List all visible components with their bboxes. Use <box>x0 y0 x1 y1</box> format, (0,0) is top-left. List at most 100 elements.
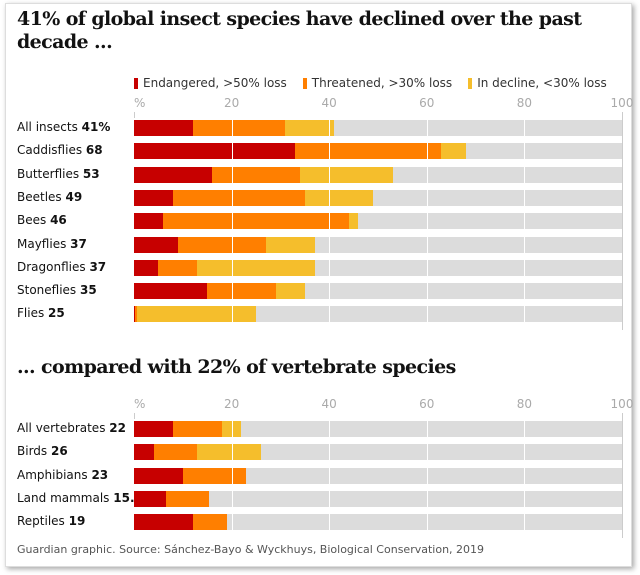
bar-threatened <box>153 444 198 461</box>
row-label: All vertebrates 22 <box>17 421 126 435</box>
x-tick-label: 100 <box>610 96 634 110</box>
x-tick-label: % <box>134 397 146 411</box>
bar-endangered <box>134 236 178 253</box>
bar-endangered <box>134 166 213 183</box>
bar-track <box>134 467 622 484</box>
row-label: Stoneflies 35 <box>17 283 97 297</box>
row-label: Caddisflies 68 <box>17 143 103 157</box>
row-label: All insects 41% <box>17 120 110 134</box>
legend: Endangered, >50% loss Threatened, >30% l… <box>134 76 607 90</box>
bar-in-decline <box>221 421 242 437</box>
category-value: 37 <box>89 259 107 274</box>
category-name: Stoneflies <box>17 283 80 298</box>
bar-track <box>134 421 622 437</box>
bar-threatened <box>192 120 286 136</box>
bar-threatened <box>163 213 349 230</box>
bar-track <box>134 306 622 323</box>
bar-threatened <box>192 514 227 531</box>
row-label: Mayflies 37 <box>17 237 87 251</box>
category-value: 23 <box>91 467 109 482</box>
bar-track <box>134 120 622 136</box>
chart-title-vertebrates: ... compared with 22% of vertebrate spec… <box>17 356 456 378</box>
bar-threatened <box>173 189 305 206</box>
category-name: Amphibians <box>17 467 92 482</box>
legend-endangered: Endangered, >50% loss <box>134 76 287 90</box>
category-value: 26 <box>50 444 68 459</box>
bar-endangered <box>134 259 159 276</box>
x-tick-label: 80 <box>516 397 533 411</box>
chart-frame: 41% of global insect species have declin… <box>5 3 634 567</box>
x-tick-label: 100 <box>610 397 634 411</box>
bar-in-decline <box>265 236 315 253</box>
bar-threatened <box>182 467 247 484</box>
gridline <box>426 413 428 538</box>
bar-in-decline <box>197 444 261 461</box>
bar-threatened <box>135 306 138 323</box>
x-tick-label: 20 <box>223 397 240 411</box>
bar-track <box>134 143 622 160</box>
bar-threatened <box>207 283 276 300</box>
bar-track <box>134 213 622 230</box>
bar-track <box>134 444 622 461</box>
category-value: 35 <box>80 283 97 298</box>
category-value: 25 <box>48 306 65 321</box>
category-name: Butterflies <box>17 166 83 181</box>
category-name: Dragonflies <box>17 259 90 274</box>
category-value: 68 <box>85 143 103 158</box>
category-name: Birds <box>17 444 51 459</box>
legend-threatened: Threatened, >30% loss <box>302 76 453 90</box>
x-tick-label: % <box>134 96 146 110</box>
row-label: Reptiles 19 <box>17 514 85 528</box>
bar-endangered <box>134 444 154 461</box>
gridline <box>524 413 526 538</box>
bar-endangered <box>134 490 166 507</box>
bar-in-decline <box>304 189 374 206</box>
gridline <box>329 413 331 538</box>
bar-track <box>134 236 622 253</box>
bar-threatened <box>295 143 442 160</box>
row-label: Land mammals 15.4 <box>17 491 143 505</box>
x-tick-label: 60 <box>419 96 435 110</box>
category-name: Mayflies <box>17 236 71 251</box>
bar-in-decline <box>285 120 335 136</box>
category-value: 53 <box>82 166 100 181</box>
row-label: Dragonflies 37 <box>17 260 106 274</box>
legend-label: In decline, <30% loss <box>477 76 607 90</box>
category-value: 37 <box>70 236 87 251</box>
bar-threatened <box>177 236 266 253</box>
bar-in-decline <box>137 306 256 323</box>
bar-threatened <box>173 421 222 437</box>
bar-endangered <box>134 283 208 300</box>
legend-in-decline: In decline, <30% loss <box>468 76 607 90</box>
row-label: Bees 46 <box>17 213 67 227</box>
x-tick-label: 40 <box>321 397 337 411</box>
category-value: 22 <box>109 421 126 435</box>
x-tick-label: 40 <box>321 96 337 110</box>
gridline <box>134 413 135 419</box>
gridline <box>134 112 135 118</box>
bar-threatened <box>165 490 210 507</box>
bar-threatened <box>212 166 300 183</box>
legend-swatch <box>468 77 473 89</box>
category-value: 41% <box>81 120 111 134</box>
gridline <box>426 112 428 330</box>
bar-endangered <box>134 213 164 230</box>
x-tick-label: 60 <box>419 397 435 411</box>
category-name: Flies <box>17 306 49 321</box>
category-value: 49 <box>65 189 83 204</box>
chart-title-insects: 41% of global insect species have declin… <box>17 8 582 53</box>
gridline <box>231 413 233 538</box>
bar-endangered <box>134 143 296 160</box>
legend-label: Threatened, >30% loss <box>311 76 453 90</box>
bar-endangered <box>134 120 193 136</box>
bar-track <box>134 259 622 276</box>
bar-in-decline <box>299 166 393 183</box>
gridline <box>524 112 526 330</box>
x-tick-label: 80 <box>516 96 533 110</box>
gridline <box>231 112 233 330</box>
gridline <box>622 413 623 538</box>
x-tick-label: 20 <box>223 96 240 110</box>
bar-track <box>134 490 622 507</box>
bar-threatened <box>158 259 198 276</box>
row-label: Birds 26 <box>17 444 68 458</box>
